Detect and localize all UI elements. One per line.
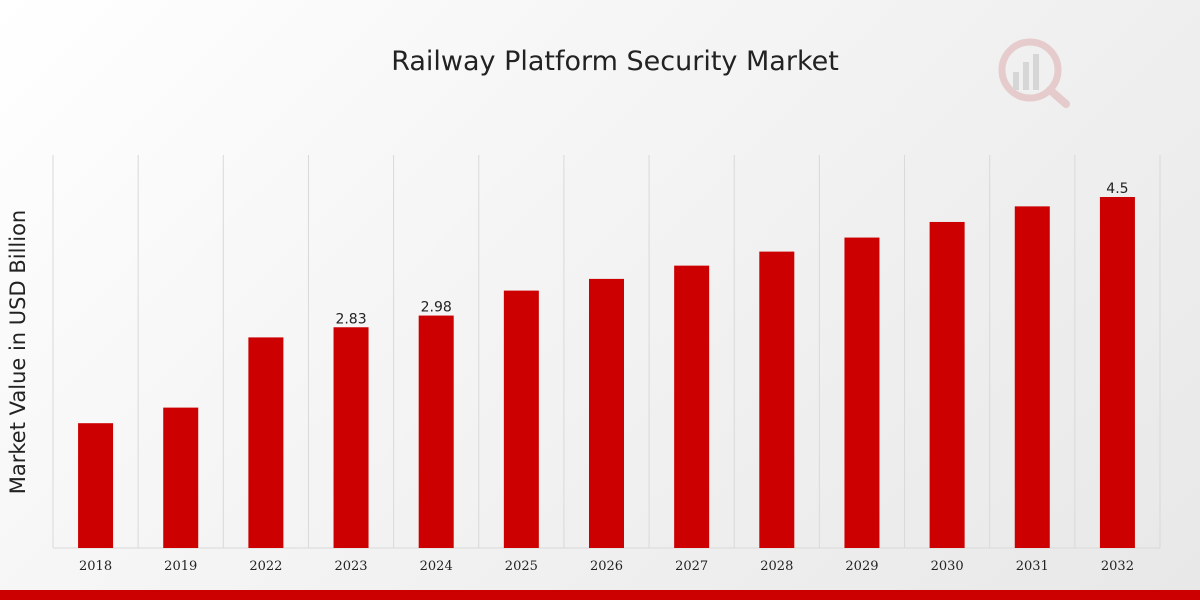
x-tick-label: 2030 <box>931 559 964 574</box>
x-tick-label: 2025 <box>505 559 538 574</box>
bar-2029 <box>844 237 880 548</box>
logo-ring-icon <box>998 38 1062 102</box>
bar-2022 <box>248 337 284 548</box>
bar-2018 <box>78 423 114 548</box>
bar-2027 <box>674 265 710 548</box>
x-tick-label: 2031 <box>1016 559 1049 574</box>
x-tick-label: 2029 <box>845 559 878 574</box>
bar-2026 <box>589 278 624 548</box>
x-tick-label: 2019 <box>164 559 197 574</box>
bar-2028 <box>759 251 795 548</box>
data-label: 2.83 <box>335 311 366 327</box>
x-tick-label: 2024 <box>420 559 453 574</box>
logo-bar-icon <box>1023 62 1029 90</box>
x-tick-label: 2018 <box>79 559 112 574</box>
logo-bar-icon <box>1013 72 1019 90</box>
watermark-logo <box>998 38 1070 108</box>
data-labels: 2.83 2.98 4.5 <box>335 181 1128 327</box>
x-tick-label: 2022 <box>249 559 282 574</box>
x-tick-label: 2027 <box>675 559 708 574</box>
grid-lines <box>52 155 1161 549</box>
x-tick-label: 2032 <box>1101 559 1134 574</box>
x-tick-label: 2026 <box>590 559 623 574</box>
chart-title: Railway Platform Security Market <box>391 46 839 77</box>
x-tick-labels: 2018 2019 2022 2023 2024 2025 2026 2027 2028 2029… <box>79 559 1134 574</box>
x-tick-label: 2023 <box>334 559 367 574</box>
data-label: 2.98 <box>421 300 452 316</box>
bar-2025 <box>503 290 539 548</box>
bottom-band <box>0 590 1200 600</box>
bar-2031 <box>1014 206 1050 549</box>
y-axis-label: Market Value in USD Billion <box>6 210 30 494</box>
logo-bar-icon <box>1033 54 1039 90</box>
bar-2019 <box>163 407 199 548</box>
bar-2032 <box>1099 197 1135 548</box>
bar-2024 <box>418 315 454 548</box>
logo-handle-icon <box>1046 86 1070 108</box>
bars <box>78 197 1135 549</box>
data-label: 4.5 <box>1106 181 1128 197</box>
bar-2023 <box>333 327 369 548</box>
x-tick-label: 2028 <box>760 559 793 574</box>
bar-2030 <box>929 221 965 548</box>
